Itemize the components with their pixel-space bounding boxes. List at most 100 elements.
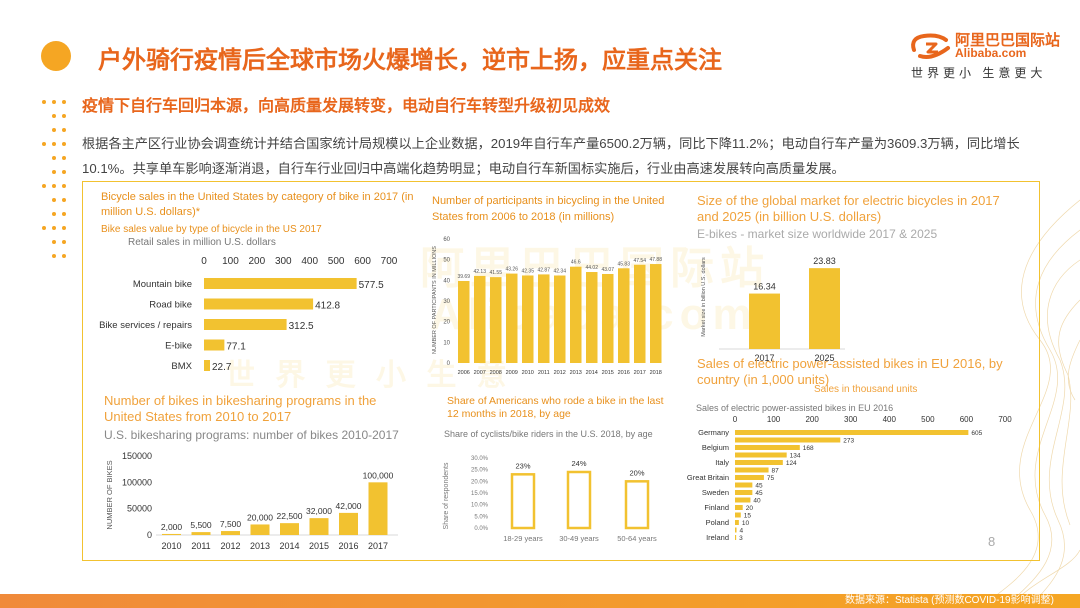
chart2-value-label: 42.34: [553, 268, 566, 274]
chart4-value-label: 20: [746, 505, 754, 512]
chart6-x-tick: 18-29 years: [503, 534, 543, 543]
chart5-bar: [339, 512, 358, 535]
chart2-bar: [522, 275, 534, 363]
chart2-y-tick: 40: [443, 278, 450, 284]
chart3-bar: [809, 268, 840, 349]
chart6-value-label: 20%: [629, 468, 644, 477]
chart1-category-label: E-bike: [165, 341, 192, 352]
chart2-y-tick: 50: [443, 258, 450, 264]
chart2-bar: [570, 266, 582, 363]
watermark-slogan: 世 界 更 小 生 意: [225, 359, 513, 392]
chart2-bar: [586, 272, 598, 363]
chart5-bar: [221, 531, 240, 535]
chart1-bar: [204, 360, 210, 371]
chart6-value-label: 24%: [571, 459, 586, 468]
chart1-x-tick: 300: [275, 256, 292, 267]
chart2-value-label: 46.6: [571, 260, 581, 266]
intro-paragraph: 根据各主产区行业协会调查统计并结合国家统计局规模以上企业数据，2019年自行车产…: [82, 136, 1020, 176]
chart4-x-tick: 200: [805, 415, 819, 424]
chart4-bar: [735, 445, 800, 450]
chart2-x-tick: 2006: [458, 370, 470, 376]
chart2-x-tick: 2011: [538, 370, 550, 376]
page-subtitle: 疫情下自行车回归本源，向高质量发展转变，电动自行车转型升级初见成效: [82, 98, 611, 115]
chart5-title: Number of bikes in bikesharing programs …: [104, 393, 377, 424]
footer-source: 数据来源：Statista (预测数COVID-19影响调整): [845, 595, 1054, 606]
chart2-y-label: NUMBER OF PARTICIPANTS IN MILLIONS: [432, 246, 438, 354]
chart1-value-label: 412.8: [315, 301, 340, 312]
chart5-value-label: 22,500: [277, 511, 303, 521]
chart5-x-tick: 2011: [191, 541, 210, 551]
chart6-value-label: 23%: [515, 461, 530, 470]
chart2-value-label: 43.26: [505, 267, 518, 273]
chart3-subtitle: E-bikes - market size worldwide 2017 & 2…: [697, 227, 938, 241]
page-number: 8: [988, 534, 996, 549]
chart5-bar: [368, 482, 388, 535]
chart1-category-label: Bike services / repairs: [99, 320, 192, 331]
chart4-value-label: 45: [755, 490, 763, 497]
chart6-subtitle: Share of cyclists/bike riders in the U.S…: [444, 429, 653, 439]
chart4-value-label: 10: [742, 520, 750, 527]
chart6-y-tick: 20.0%: [471, 479, 489, 485]
chart6-y-tick: 30.0%: [471, 456, 489, 462]
chart2-x-tick: 2008: [490, 370, 502, 376]
chart2-bar: [634, 264, 646, 363]
chart4-value-label: 4: [740, 528, 744, 535]
chart2-y-tick: 60: [443, 237, 450, 243]
chart6-x-tick: 30-49 years: [559, 534, 599, 543]
chart1-x-tick: 600: [354, 256, 371, 267]
chart1-x-tick: 200: [249, 256, 266, 267]
chart4-value-label: 134: [790, 453, 801, 460]
chart4-category-label: Belgium: [702, 443, 729, 452]
chart1-category-label: Road bike: [149, 300, 192, 311]
chart2-value-label: 42.87: [537, 267, 550, 273]
chart4-bar: [735, 437, 841, 443]
chart6-y-label: Share of respondents: [443, 462, 450, 529]
chart5-x-tick: 2015: [309, 541, 329, 551]
chart5-value-label: 100,000: [363, 470, 394, 480]
chart2-y-tick: 0: [447, 361, 451, 367]
chart4-x-tick: 300: [844, 415, 858, 424]
chart4-eu-ebike-sales: 0 100 200 300 400 500 600 700 Germany 605 273 Belgi…: [687, 415, 1012, 542]
chart2-bar: [650, 264, 662, 363]
chart4-value-label: 273: [843, 438, 854, 445]
chart4-category-label: Great Britain: [687, 473, 729, 482]
chart1-x-tick: 500: [328, 256, 345, 267]
chart6-y-tick: 10.0%: [471, 503, 489, 509]
chart3-y-label: Market size in billion U.S. dollars: [701, 257, 707, 337]
chart3-title: Size of the global market for electric b…: [697, 193, 1000, 224]
chart4-bar: [735, 467, 769, 473]
chart4-subtitle: Sales of electric power-assisted bikes i…: [696, 403, 894, 413]
chart5-x-tick: 2010: [161, 541, 181, 551]
chart4-bar: [735, 505, 743, 510]
chart2-bar: [458, 280, 470, 363]
chart4-bar: [735, 535, 737, 540]
chart4-category-label: Italy: [715, 458, 729, 467]
chart6-y-tick: 25.0%: [471, 468, 489, 474]
chart2-x-tick: 2016: [618, 370, 630, 376]
chart2-title: Number of participants in bicycling in t…: [432, 195, 665, 223]
chart4-category-label: Finland: [704, 503, 729, 512]
chart4-bar: [735, 490, 753, 495]
chart2-bar: [474, 275, 486, 363]
logo-slogan: 世界更小 生意更大: [911, 66, 1047, 80]
chart6-y-tick: 5.0%: [474, 514, 488, 520]
chart2-value-label: 39.69: [457, 274, 470, 280]
chart2-x-tick: 2007: [474, 370, 486, 376]
chart1-bike-type-sales: 0 100 200 300 400 500 600 700 Mountain bike 577.5…: [99, 256, 398, 373]
chart1-value-label: 577.5: [359, 280, 384, 291]
chart6-y-tick: 15.0%: [471, 491, 489, 497]
chart1-x-tick: 100: [222, 256, 239, 267]
chart2-value-label: 47.54: [633, 258, 646, 264]
chart2-y-tick: 20: [443, 320, 450, 326]
chart6-x-tick: 50-64 years: [617, 534, 657, 543]
chart2-x-tick: 2013: [570, 370, 582, 376]
chart2-x-tick: 2009: [506, 370, 518, 376]
chart4-x-tick: 500: [921, 415, 935, 424]
chart2-x-tick: 2015: [602, 370, 614, 376]
chart5-y-tick: 50000: [127, 504, 152, 514]
chart1-x-tick: 700: [381, 256, 398, 267]
chart6-bar: [566, 470, 592, 530]
chart1-bar: [204, 319, 287, 330]
chart4-bar: [735, 512, 741, 518]
chart5-value-label: 20,000: [247, 512, 273, 522]
